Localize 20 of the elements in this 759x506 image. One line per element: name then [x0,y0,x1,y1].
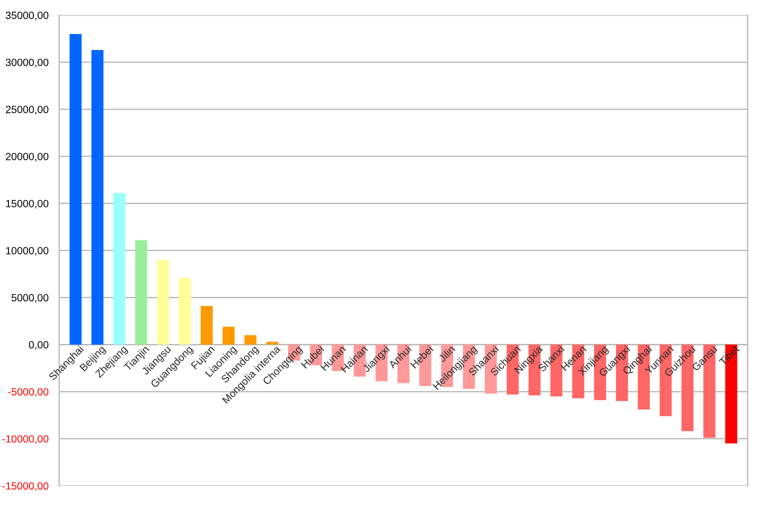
y-tick-label: 5000,00 [12,294,48,303]
bar [91,50,104,345]
bar [113,193,126,345]
bar [244,335,256,345]
y-tick-label: 20000,00 [6,152,48,162]
bar [157,260,170,345]
y-tick-label: 0,00 [28,341,48,350]
y-tick-label: 35000,00 [6,12,48,20]
y-tick-label: -5000,00 [8,388,48,397]
bar [222,326,235,345]
y-tick-label: 25000,00 [6,106,48,114]
bar [135,240,148,345]
y-tick-label: 30000,00 [6,58,48,68]
y-tick-label: 10000,00 [6,246,48,256]
bar [70,34,82,345]
y-tick-label: -15000,00 [2,482,48,491]
y-tick-label: -10000,00 [2,435,48,444]
bar [200,306,213,345]
bar [178,278,191,345]
y-tick-label: 15000,00 [6,200,48,209]
